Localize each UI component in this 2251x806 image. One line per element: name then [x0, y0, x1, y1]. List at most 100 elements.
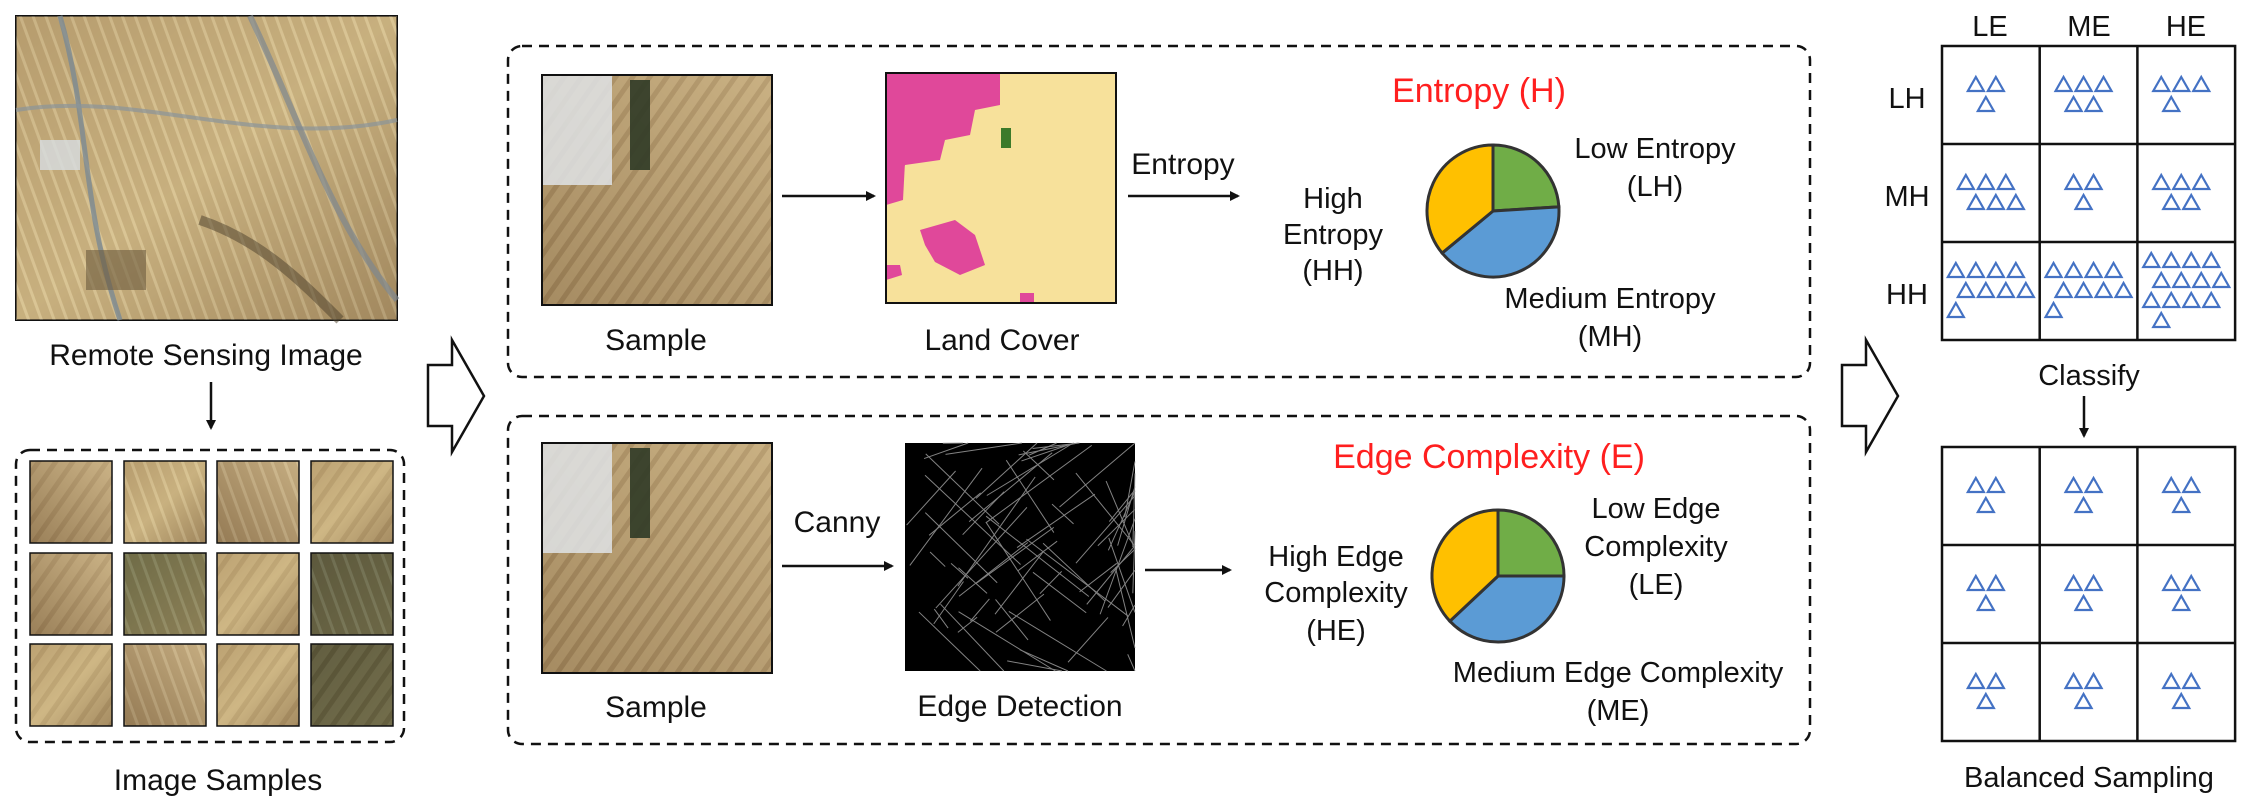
grid-cell — [2161, 573, 2202, 612]
sample-thumbnail — [310, 460, 394, 544]
pie-slice-2 — [1430, 508, 1500, 624]
triangle-icon — [2073, 593, 2094, 612]
triangle-icon — [2201, 290, 2222, 309]
entropy-high-label: High Entropy (HH) — [1283, 183, 1383, 287]
grid-cell — [1965, 671, 2006, 710]
svg-text:High Edge: High Edge — [1268, 541, 1403, 573]
triangle-icon — [1965, 260, 1986, 279]
entropy-low-label: Low Entropy (LH) — [1574, 133, 1736, 203]
edge-pie — [1430, 508, 1566, 644]
grid-cell — [1965, 573, 2006, 612]
classify-row-headers: LH MH HH — [1884, 83, 1929, 311]
svg-text:(HH): (HH) — [1302, 255, 1363, 287]
triangle-icon — [1955, 280, 1976, 299]
edge-detection-map — [905, 442, 1136, 672]
triangle-icon — [2171, 172, 2192, 191]
grid-cell — [2151, 74, 2212, 113]
triangle-icon — [1985, 475, 2006, 494]
triangle-icon — [2073, 691, 2094, 710]
pie-slice-1 — [1440, 205, 1561, 279]
triangle-icon — [2191, 270, 2212, 289]
classify-label: Classify — [2038, 360, 2140, 392]
big-arrow-left — [426, 335, 486, 457]
row-header-lh: LH — [1888, 83, 1925, 115]
entropy-arrow-label: Entropy — [1131, 148, 1234, 181]
row-header-mh: MH — [1884, 181, 1929, 213]
triangle-icon — [2151, 270, 2172, 289]
edge-detection-label: Edge Detection — [917, 690, 1122, 723]
grid-cell — [1965, 475, 2006, 514]
triangle-icon — [2093, 74, 2114, 93]
entropy-panel: Sample Land Cover Entropy Entropy (H) Hi… — [506, 44, 1812, 379]
entropy-pie — [1425, 143, 1561, 279]
triangle-icon — [2141, 290, 2162, 309]
big-arrow-right — [1840, 335, 1900, 457]
triangle-icon — [2083, 573, 2104, 592]
triangle-icon — [2043, 260, 2064, 279]
entropy-medium-label: Medium Entropy (MH) — [1504, 283, 1716, 353]
sample-thumbnail — [29, 643, 113, 727]
triangle-icon — [1985, 573, 2006, 592]
svg-text:(LH): (LH) — [1627, 171, 1683, 203]
grid-cell — [2053, 74, 2114, 113]
svg-text:High: High — [1303, 183, 1363, 215]
triangle-icon — [1965, 192, 1986, 211]
edge-high-label: High Edge Complexity (HE) — [1264, 541, 1408, 647]
triangle-icon — [1975, 691, 1996, 710]
triangle-icon — [2063, 260, 2084, 279]
triangle-icon — [1985, 671, 2006, 690]
triangle-icon — [2181, 573, 2202, 592]
triangle-icon — [2181, 671, 2202, 690]
triangle-icon — [2083, 475, 2104, 494]
sample-thumbnail — [123, 643, 207, 727]
grid-cell — [2141, 250, 2232, 329]
triangle-icon — [1965, 671, 1986, 690]
triangle-icon — [2181, 290, 2202, 309]
sample-thumbnail — [29, 552, 113, 636]
remote-sensing-image — [15, 14, 400, 324]
svg-text:(LE): (LE) — [1629, 569, 1684, 601]
triangle-icon — [2083, 671, 2104, 690]
classify-grid — [1940, 44, 2237, 342]
triangle-icon — [2171, 270, 2192, 289]
svg-text:(HE): (HE) — [1306, 615, 1366, 647]
triangle-icon — [2211, 270, 2232, 289]
svg-text:(MH): (MH) — [1578, 321, 1642, 353]
triangle-icon — [2161, 250, 2182, 269]
triangle-icon — [1975, 593, 1996, 612]
triangle-icon — [2053, 74, 2074, 93]
triangle-icon — [1975, 280, 1996, 299]
triangle-icon — [2151, 172, 2172, 191]
entropy-title: Entropy (H) — [1392, 72, 1566, 110]
grid-cell — [1965, 74, 2006, 113]
sample-thumbnail — [29, 460, 113, 544]
svg-text:Medium Entropy: Medium Entropy — [1504, 283, 1716, 315]
edge-title: Edge Complexity (E) — [1333, 438, 1645, 476]
triangle-icon — [2073, 495, 2094, 514]
triangle-icon — [1995, 172, 2016, 191]
triangle-icon — [1975, 172, 1996, 191]
col-header-me: ME — [2067, 11, 2111, 43]
grid-cell — [2151, 172, 2212, 211]
image-samples-label: Image Samples — [114, 764, 322, 797]
edge-sample-label: Sample — [605, 691, 707, 724]
svg-text:Complexity: Complexity — [1264, 577, 1408, 609]
sample-thumbnail — [216, 643, 300, 727]
grid-cell — [2043, 260, 2134, 319]
triangle-icon — [2161, 573, 2182, 592]
pie-slice-2 — [1425, 143, 1495, 256]
pie-slice-0 — [1496, 508, 1566, 578]
triangle-icon — [2171, 593, 2192, 612]
triangle-icon — [2191, 172, 2212, 191]
triangle-icon — [2015, 280, 2036, 299]
canny-arrow-label: Canny — [794, 506, 881, 539]
triangle-icon — [2151, 310, 2172, 329]
triangle-icon — [2063, 671, 2084, 690]
sample-thumbnail — [123, 552, 207, 636]
edge-low-label: Low Edge Complexity (LE) — [1584, 493, 1728, 601]
triangle-icon — [1995, 280, 2016, 299]
triangle-icon — [2093, 280, 2114, 299]
triangle-icon — [2073, 74, 2094, 93]
triangle-icon — [2083, 172, 2104, 191]
triangle-icon — [2063, 94, 2084, 113]
